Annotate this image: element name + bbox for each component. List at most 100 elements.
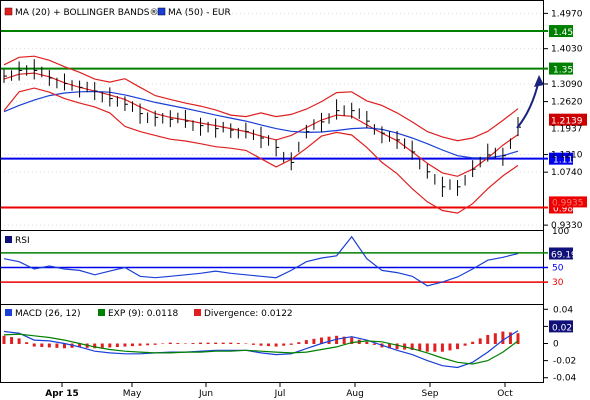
- divergence-bar: [176, 343, 180, 344]
- macd-y-tick-label: -0.02: [553, 357, 576, 367]
- divergence-bar: [493, 333, 497, 344]
- series-lower-band: [3, 87, 519, 214]
- rsi-y-tick-label: 50: [552, 264, 564, 274]
- divergence-bar: [274, 343, 278, 347]
- level-label-box: [549, 152, 573, 165]
- legend-swatch-ma50: [157, 7, 166, 16]
- level-label: 1.11: [553, 156, 573, 166]
- divergence-bar: [183, 343, 187, 344]
- x-tick-label: Apr 15: [45, 389, 79, 399]
- legend-divergence-label: Divergence: 0.0122: [204, 309, 293, 319]
- divergence-bar: [25, 342, 29, 344]
- divergence-bar: [501, 331, 505, 344]
- price-y-tick-label: 1.0740: [551, 168, 583, 178]
- price-y-tick-label: 0.9330: [551, 221, 583, 231]
- legend-swatch-exp: [98, 309, 105, 316]
- macd-legend: MACD (26, 12) EXP (9): 0.0118 Divergence…: [5, 309, 293, 319]
- price-y-tick-label: 1.3090: [551, 80, 583, 90]
- level-label-box: [549, 62, 573, 75]
- divergence-bar: [146, 343, 150, 346]
- legend-ma50-label: MA (50) - EUR: [168, 8, 231, 18]
- divergence-bar: [312, 338, 316, 344]
- price-y-tick-label: 1.2620: [551, 98, 583, 108]
- x-tick-label: Jul: [274, 389, 286, 399]
- divergence-bar: [327, 336, 331, 344]
- divergence-bar: [350, 337, 354, 344]
- divergence-bar: [516, 333, 520, 344]
- divergence-bar: [289, 343, 293, 345]
- series-macd: [3, 330, 519, 369]
- divergence-bar: [297, 342, 301, 344]
- series-upper-band: [3, 55, 519, 142]
- divergence-bar: [448, 343, 452, 351]
- legend-swatch-divergence: [194, 309, 201, 316]
- macd-value-box: [549, 320, 573, 333]
- price-y-tick-label: 1.4030: [551, 45, 583, 55]
- legend-swatch-rsi: [5, 236, 12, 243]
- divergence-bar: [372, 343, 376, 345]
- level-label: 0.98: [553, 204, 573, 214]
- hidden-level-label: 0.9935: [552, 198, 584, 208]
- price-tag-box: [549, 113, 587, 126]
- divergence-bar: [62, 343, 66, 349]
- legend-rsi-label: RSI: [15, 236, 30, 246]
- divergence-bar: [244, 343, 248, 344]
- label-layer: 1.4970 1.4030 1.3090 1.2620 1.1210 1.0740 0.93…: [45, 9, 587, 399]
- divergence-bar: [206, 342, 210, 344]
- divergence-bar: [463, 343, 467, 346]
- price-y-tick-label: 1.1210: [551, 151, 583, 161]
- price-legend: MA (20) + BOLLINGER BANDS® MA (50) - EUR: [4, 7, 231, 18]
- divergence-bar: [319, 337, 323, 344]
- macd-y-tick-label: 0.04: [553, 305, 573, 315]
- divergence-bar: [123, 343, 127, 347]
- last-price-label: 1.1937: [551, 124, 583, 134]
- level-label: 1.35: [553, 66, 573, 76]
- legend-swatch-ma20: [4, 7, 13, 16]
- divergence-bar: [17, 338, 21, 344]
- series-ma-50-: [3, 90, 519, 159]
- series-layer: [2, 55, 521, 369]
- series-rsi: [3, 235, 519, 287]
- divergence-bar: [282, 343, 286, 346]
- level-label: 1.45: [553, 28, 573, 38]
- x-tick-label: Oct: [497, 389, 513, 399]
- divergence-bar: [168, 342, 172, 344]
- divergence-bar: [304, 340, 308, 344]
- divergence-bar: [108, 343, 112, 348]
- divergence-bar: [115, 343, 119, 347]
- divergence-bar: [131, 343, 134, 347]
- divergence-bar: [456, 343, 460, 350]
- divergence-bar: [2, 335, 6, 344]
- rsi-value-label: 69.19: [551, 250, 577, 260]
- divergence-bar: [55, 343, 59, 348]
- divergence-bar: [425, 343, 429, 352]
- divergence-bar: [100, 343, 104, 348]
- divergence-bar: [229, 342, 233, 344]
- divergence-bar: [214, 342, 218, 344]
- divergence-bar: [251, 343, 255, 345]
- divergence-bar: [153, 343, 157, 345]
- up-arrow-icon: [516, 75, 544, 129]
- divergence-bar: [508, 332, 512, 344]
- divergence-bar: [388, 343, 391, 349]
- rsi-legend: RSI: [5, 236, 30, 246]
- legend-macd-label: MACD (26, 12): [15, 309, 81, 319]
- rsi-y-tick-label: 100: [552, 227, 569, 237]
- divergence-bar: [395, 343, 399, 350]
- divergence-bar: [267, 343, 271, 347]
- divergence-bar: [161, 343, 165, 344]
- series-exp: [3, 333, 519, 365]
- macd-value-label: 0.02: [552, 323, 572, 333]
- divergence-bar: [486, 334, 490, 344]
- macd-y-tick-label: 0: [553, 340, 559, 350]
- divergence-bar: [259, 343, 263, 346]
- x-tick-label: May: [123, 389, 142, 399]
- divergence-bar: [10, 337, 14, 344]
- divergence-bar: [440, 343, 444, 352]
- divergence-bar: [47, 343, 51, 348]
- macd-panel-frame: [0, 304, 544, 383]
- divergence-bar: [471, 341, 475, 344]
- x-tick-label: Aug: [346, 389, 364, 399]
- divergence-bar: [199, 342, 203, 344]
